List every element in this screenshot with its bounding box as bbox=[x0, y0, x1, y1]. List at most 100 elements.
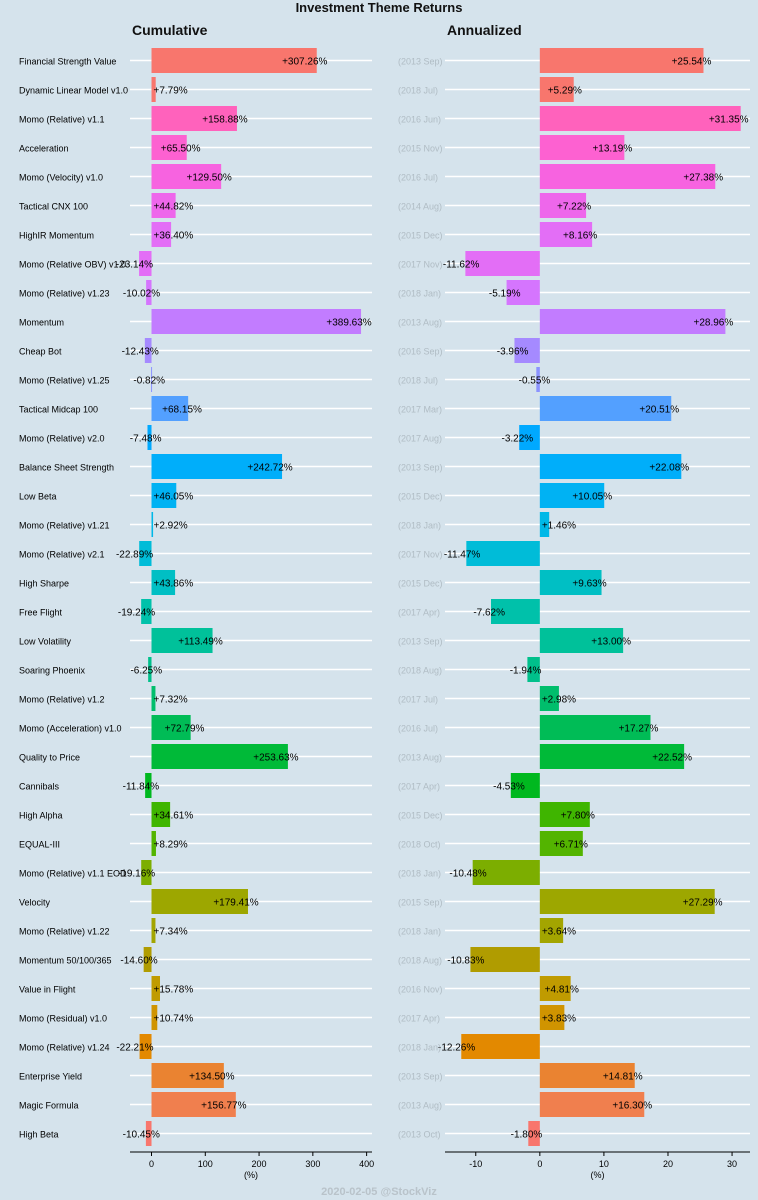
start-date-label: (2016 Jul) bbox=[398, 724, 438, 734]
value-label: +13.19% bbox=[592, 144, 632, 155]
value-label: +27.38% bbox=[683, 173, 723, 184]
value-label: -1.80% bbox=[511, 1130, 543, 1141]
bar-annualized-23 bbox=[539, 715, 651, 740]
value-label: +2.98% bbox=[542, 695, 576, 706]
bar-cumulative-21 bbox=[148, 657, 152, 682]
bar-annualized-31 bbox=[470, 947, 540, 972]
x-tick-label: 400 bbox=[359, 1159, 374, 1169]
start-date-label: (2013 Oct) bbox=[398, 1130, 441, 1140]
value-label: -6.25% bbox=[130, 666, 162, 677]
panel-title-annualized: Annualized bbox=[447, 22, 522, 38]
category-label: Momo (Relative) v1.23 bbox=[19, 289, 110, 299]
category-label: HighIR Momentum bbox=[19, 231, 94, 241]
start-date-label: (2015 Dec) bbox=[398, 492, 443, 502]
start-date-label: (2017 Jul) bbox=[398, 695, 438, 705]
bar-annualized-7 bbox=[465, 251, 540, 276]
value-label: +20.51% bbox=[639, 405, 679, 416]
value-label: +253.63% bbox=[253, 753, 298, 764]
bar-cumulative-12 bbox=[151, 396, 189, 421]
category-label: Momo (Relative) v1.1 EOD bbox=[19, 869, 127, 879]
start-date-label: (2013 Aug) bbox=[398, 318, 442, 328]
bar-annualized-27 bbox=[539, 831, 583, 856]
category-label: Soaring Phoenix bbox=[19, 666, 86, 676]
value-label: +4.81% bbox=[545, 985, 579, 996]
bar-annualized-14 bbox=[539, 454, 682, 479]
bar-annualized-26 bbox=[539, 802, 590, 827]
category-label: Momo (Relative) v1.24 bbox=[19, 1043, 110, 1053]
value-label: +28.96% bbox=[694, 318, 734, 329]
value-label: +1.46% bbox=[542, 521, 576, 532]
x-tick-label: -10 bbox=[469, 1159, 482, 1169]
category-label: Low Volatility bbox=[19, 637, 72, 647]
value-label: +389.63% bbox=[326, 318, 371, 329]
value-label: +16.30% bbox=[612, 1101, 652, 1112]
start-date-label: (2017 Mar) bbox=[398, 405, 442, 415]
category-label: High Sharpe bbox=[19, 579, 69, 589]
value-label: -3.22% bbox=[502, 434, 534, 445]
category-label: Momo (Relative) v1.2 bbox=[19, 695, 105, 705]
bar-cumulative-26 bbox=[151, 802, 171, 827]
bar-annualized-0 bbox=[539, 48, 704, 73]
bar-annualized-25 bbox=[510, 773, 540, 798]
value-label: -19.16% bbox=[118, 869, 155, 880]
bar-annualized-19 bbox=[491, 599, 540, 624]
bar-annualized-24 bbox=[539, 744, 685, 769]
bar-cumulative-28 bbox=[141, 860, 152, 885]
bar-annualized-11 bbox=[536, 367, 540, 392]
value-label: +9.63% bbox=[572, 579, 606, 590]
category-label: High Alpha bbox=[19, 811, 63, 821]
value-label: -11.84% bbox=[123, 782, 160, 793]
category-label: Low Beta bbox=[19, 492, 57, 502]
start-date-label: (2017 Apr) bbox=[398, 608, 440, 618]
value-label: +8.16% bbox=[563, 231, 597, 242]
category-label: Momo (Relative) v2.0 bbox=[19, 434, 105, 444]
x-tick-label: 200 bbox=[252, 1159, 267, 1169]
axes: 0 100 200 300 400 (%) -10 0 10 20 30 (%) bbox=[130, 1151, 750, 1180]
value-label: -7.62% bbox=[473, 608, 505, 619]
bar-cumulative-22 bbox=[151, 686, 156, 711]
value-label: -14.60% bbox=[120, 956, 157, 967]
value-label: +3.83% bbox=[542, 1014, 576, 1025]
value-label: +31.35% bbox=[709, 115, 749, 126]
bar-annualized-21 bbox=[527, 657, 540, 682]
start-date-label: (2013 Aug) bbox=[398, 753, 442, 763]
start-date-label: (2017 Apr) bbox=[398, 782, 440, 792]
value-label: +27.29% bbox=[683, 898, 723, 909]
start-date-label: (2016 Jul) bbox=[398, 173, 438, 183]
category-label: EQUAL-III bbox=[19, 840, 60, 850]
value-label: -12.43% bbox=[122, 347, 159, 358]
value-label: -22.89% bbox=[116, 550, 153, 561]
bar-annualized-30 bbox=[539, 918, 564, 943]
value-label: -11.62% bbox=[443, 260, 480, 271]
x-tick-label: 30 bbox=[727, 1159, 737, 1169]
value-label: +8.29% bbox=[154, 840, 188, 851]
value-label: -4.53% bbox=[493, 782, 525, 793]
category-label: Acceleration bbox=[19, 144, 69, 154]
bar-annualized-9 bbox=[539, 309, 726, 334]
x-tick-label: 10 bbox=[599, 1159, 609, 1169]
bar-annualized-13 bbox=[519, 425, 540, 450]
bar-cumulative-36 bbox=[151, 1092, 236, 1117]
category-label: Momo (Velocity) v1.0 bbox=[19, 173, 103, 183]
bar-cumulative-10 bbox=[144, 338, 152, 363]
value-label: +3.64% bbox=[542, 927, 576, 938]
value-label: -5.19% bbox=[489, 289, 521, 300]
value-label: +68.15% bbox=[162, 405, 202, 416]
start-date-label: (2018 Aug) bbox=[398, 666, 442, 676]
start-date-label: (2018 Jan) bbox=[398, 869, 441, 879]
start-date-label: (2018 Jul) bbox=[398, 376, 438, 386]
start-date-label: (2015 Nov) bbox=[398, 144, 443, 154]
bar-cumulative-6 bbox=[151, 222, 172, 247]
start-date-label: (2018 Jul) bbox=[398, 86, 438, 96]
category-label: Velocity bbox=[19, 898, 51, 908]
bar-cumulative-14 bbox=[151, 454, 283, 479]
bar-cumulative-7 bbox=[139, 251, 152, 276]
value-label: +14.81% bbox=[603, 1072, 643, 1083]
start-date-label: (2017 Apr) bbox=[398, 1014, 440, 1024]
value-label: +242.72% bbox=[247, 463, 292, 474]
category-label: Momentum bbox=[19, 318, 64, 328]
bar-annualized-28 bbox=[472, 860, 540, 885]
value-label: +7.22% bbox=[557, 202, 591, 213]
value-label: -12.26% bbox=[438, 1043, 475, 1054]
start-date-label: (2017 Nov) bbox=[398, 260, 443, 270]
